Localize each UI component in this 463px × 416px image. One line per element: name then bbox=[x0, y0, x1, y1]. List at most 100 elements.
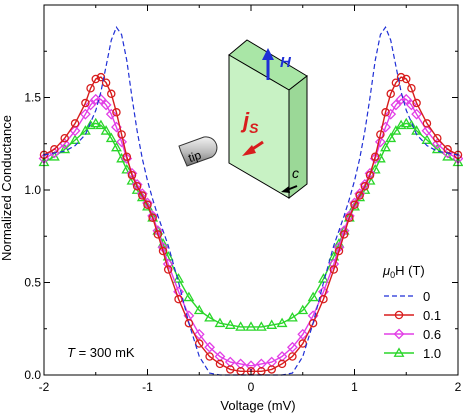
legend-title-sub: 0 bbox=[390, 270, 395, 280]
x-tick-label: 2 bbox=[455, 380, 462, 394]
data-point-0_6 bbox=[343, 210, 355, 222]
data-point-0_6 bbox=[374, 136, 386, 148]
data-point-0_6 bbox=[100, 99, 112, 111]
y-tick-label: 0.0 bbox=[24, 368, 41, 382]
data-point-1_0 bbox=[380, 141, 391, 152]
data-point-0_1 bbox=[288, 352, 297, 361]
y-axis-title: Normalized Conductance bbox=[0, 115, 14, 261]
data-point-0_1 bbox=[86, 84, 95, 93]
data-point-0_1 bbox=[127, 170, 137, 180]
data-point-0_6 bbox=[276, 351, 288, 362]
data-point-0_1 bbox=[345, 213, 354, 222]
x-tick-label: -2 bbox=[39, 380, 50, 394]
data-point-1_0 bbox=[255, 321, 267, 331]
data-point-1_0 bbox=[297, 304, 309, 315]
data-point-0_6 bbox=[349, 197, 360, 209]
data-point-1_0 bbox=[431, 143, 443, 154]
data-point-0_6 bbox=[390, 99, 402, 111]
data-point-0_6 bbox=[131, 179, 143, 190]
data-point-1_0 bbox=[405, 119, 417, 130]
data-point-0_1 bbox=[184, 318, 194, 328]
data-point-0_1 bbox=[339, 230, 349, 239]
data-point-0_1 bbox=[396, 72, 406, 82]
data-point-0_6 bbox=[411, 108, 423, 120]
data-point-0_6 bbox=[183, 310, 195, 322]
data-point-0_1 bbox=[381, 108, 390, 117]
data-point-0_1 bbox=[267, 365, 276, 374]
y-tick-label: 0.5 bbox=[24, 276, 41, 290]
axes-layer: -2 -1 0 1 2 0.0 0.5 1.0 1.5 bbox=[24, 4, 462, 394]
data-point-1_0 bbox=[224, 319, 236, 329]
data-point-0_1 bbox=[329, 265, 339, 274]
data-point-0_1 bbox=[70, 119, 80, 128]
data-point-0_1 bbox=[360, 182, 370, 191]
crystal-side-face bbox=[288, 74, 308, 200]
data-point-0_1 bbox=[163, 265, 173, 274]
data-point-0_6 bbox=[400, 93, 412, 105]
data-point-1_0 bbox=[307, 291, 319, 302]
data-point-0_6 bbox=[364, 167, 376, 179]
data-point-0_6 bbox=[385, 108, 397, 120]
temperature-value: = 300 mK bbox=[75, 345, 135, 360]
legend-title-rest: H (T) bbox=[395, 263, 425, 278]
data-point-0_6 bbox=[105, 108, 117, 120]
data-point-1_0 bbox=[121, 164, 133, 174]
data-point-1_0 bbox=[276, 317, 288, 328]
temperature-symbol: T bbox=[67, 345, 76, 360]
current-arrow-head bbox=[242, 145, 256, 156]
data-point-0_6 bbox=[224, 356, 236, 368]
data-point-0_1 bbox=[277, 359, 287, 369]
data-point-1_0 bbox=[100, 125, 112, 135]
data-point-0_1 bbox=[107, 89, 116, 99]
data-point-1_0 bbox=[204, 312, 216, 322]
data-point-1_0 bbox=[400, 117, 412, 128]
data-point-0_6 bbox=[69, 125, 81, 137]
data-point-0_6 bbox=[359, 179, 371, 190]
data-point-1_0 bbox=[286, 312, 298, 322]
inset-schematic: H jS c tip bbox=[178, 39, 308, 200]
legend-marker bbox=[393, 347, 405, 357]
data-point-0_6 bbox=[297, 328, 309, 340]
data-point-0_1 bbox=[370, 152, 380, 161]
current-subscript: S bbox=[249, 120, 259, 136]
x-axis-title: Voltage (mV) bbox=[220, 398, 295, 413]
data-point-0_1 bbox=[122, 152, 132, 161]
field-label: H bbox=[280, 54, 292, 71]
data-point-0_1 bbox=[391, 78, 401, 87]
data-point-0_6 bbox=[95, 93, 107, 105]
data-point-0_6 bbox=[406, 99, 417, 111]
legend-label: 0.6 bbox=[423, 327, 441, 342]
data-point-0_6 bbox=[354, 188, 366, 200]
data-point-0_6 bbox=[193, 328, 205, 340]
current-symbol: j bbox=[240, 108, 250, 133]
data-point-0_1 bbox=[422, 119, 432, 128]
data-point-0_1 bbox=[407, 84, 416, 93]
c-axis-arrow-head bbox=[281, 186, 290, 193]
data-point-1_0 bbox=[214, 317, 226, 328]
data-point-0_1 bbox=[401, 74, 411, 84]
data-point-1_0 bbox=[90, 117, 102, 128]
x-tick-label: 0 bbox=[248, 380, 255, 394]
legend-marker bbox=[394, 310, 404, 320]
legend-item-0_1: 0.1 bbox=[384, 308, 441, 323]
data-point-0_1 bbox=[194, 339, 204, 348]
data-point-0_1 bbox=[355, 191, 364, 200]
data-point-0_1 bbox=[365, 170, 375, 180]
legend: μ0H (T) 00.10.61.0 bbox=[382, 263, 441, 361]
data-point-1_0 bbox=[105, 132, 117, 143]
data-point-1_0 bbox=[369, 164, 381, 174]
field-arrow-head bbox=[262, 48, 274, 60]
legend-item-0: 0 bbox=[384, 289, 430, 304]
data-point-0_6 bbox=[147, 210, 159, 222]
y-tick-label: 1.0 bbox=[24, 183, 41, 197]
x-tick-label: -1 bbox=[142, 380, 153, 394]
data-point-0_1 bbox=[308, 318, 318, 328]
data-point-0_6 bbox=[286, 341, 298, 353]
legend-label: 0.1 bbox=[423, 308, 441, 323]
data-point-0_1 bbox=[112, 108, 121, 117]
series-0_6 bbox=[38, 93, 463, 372]
data-point-0_1 bbox=[205, 352, 214, 361]
data-point-0_1 bbox=[81, 98, 90, 108]
data-point-1_0 bbox=[183, 291, 195, 302]
